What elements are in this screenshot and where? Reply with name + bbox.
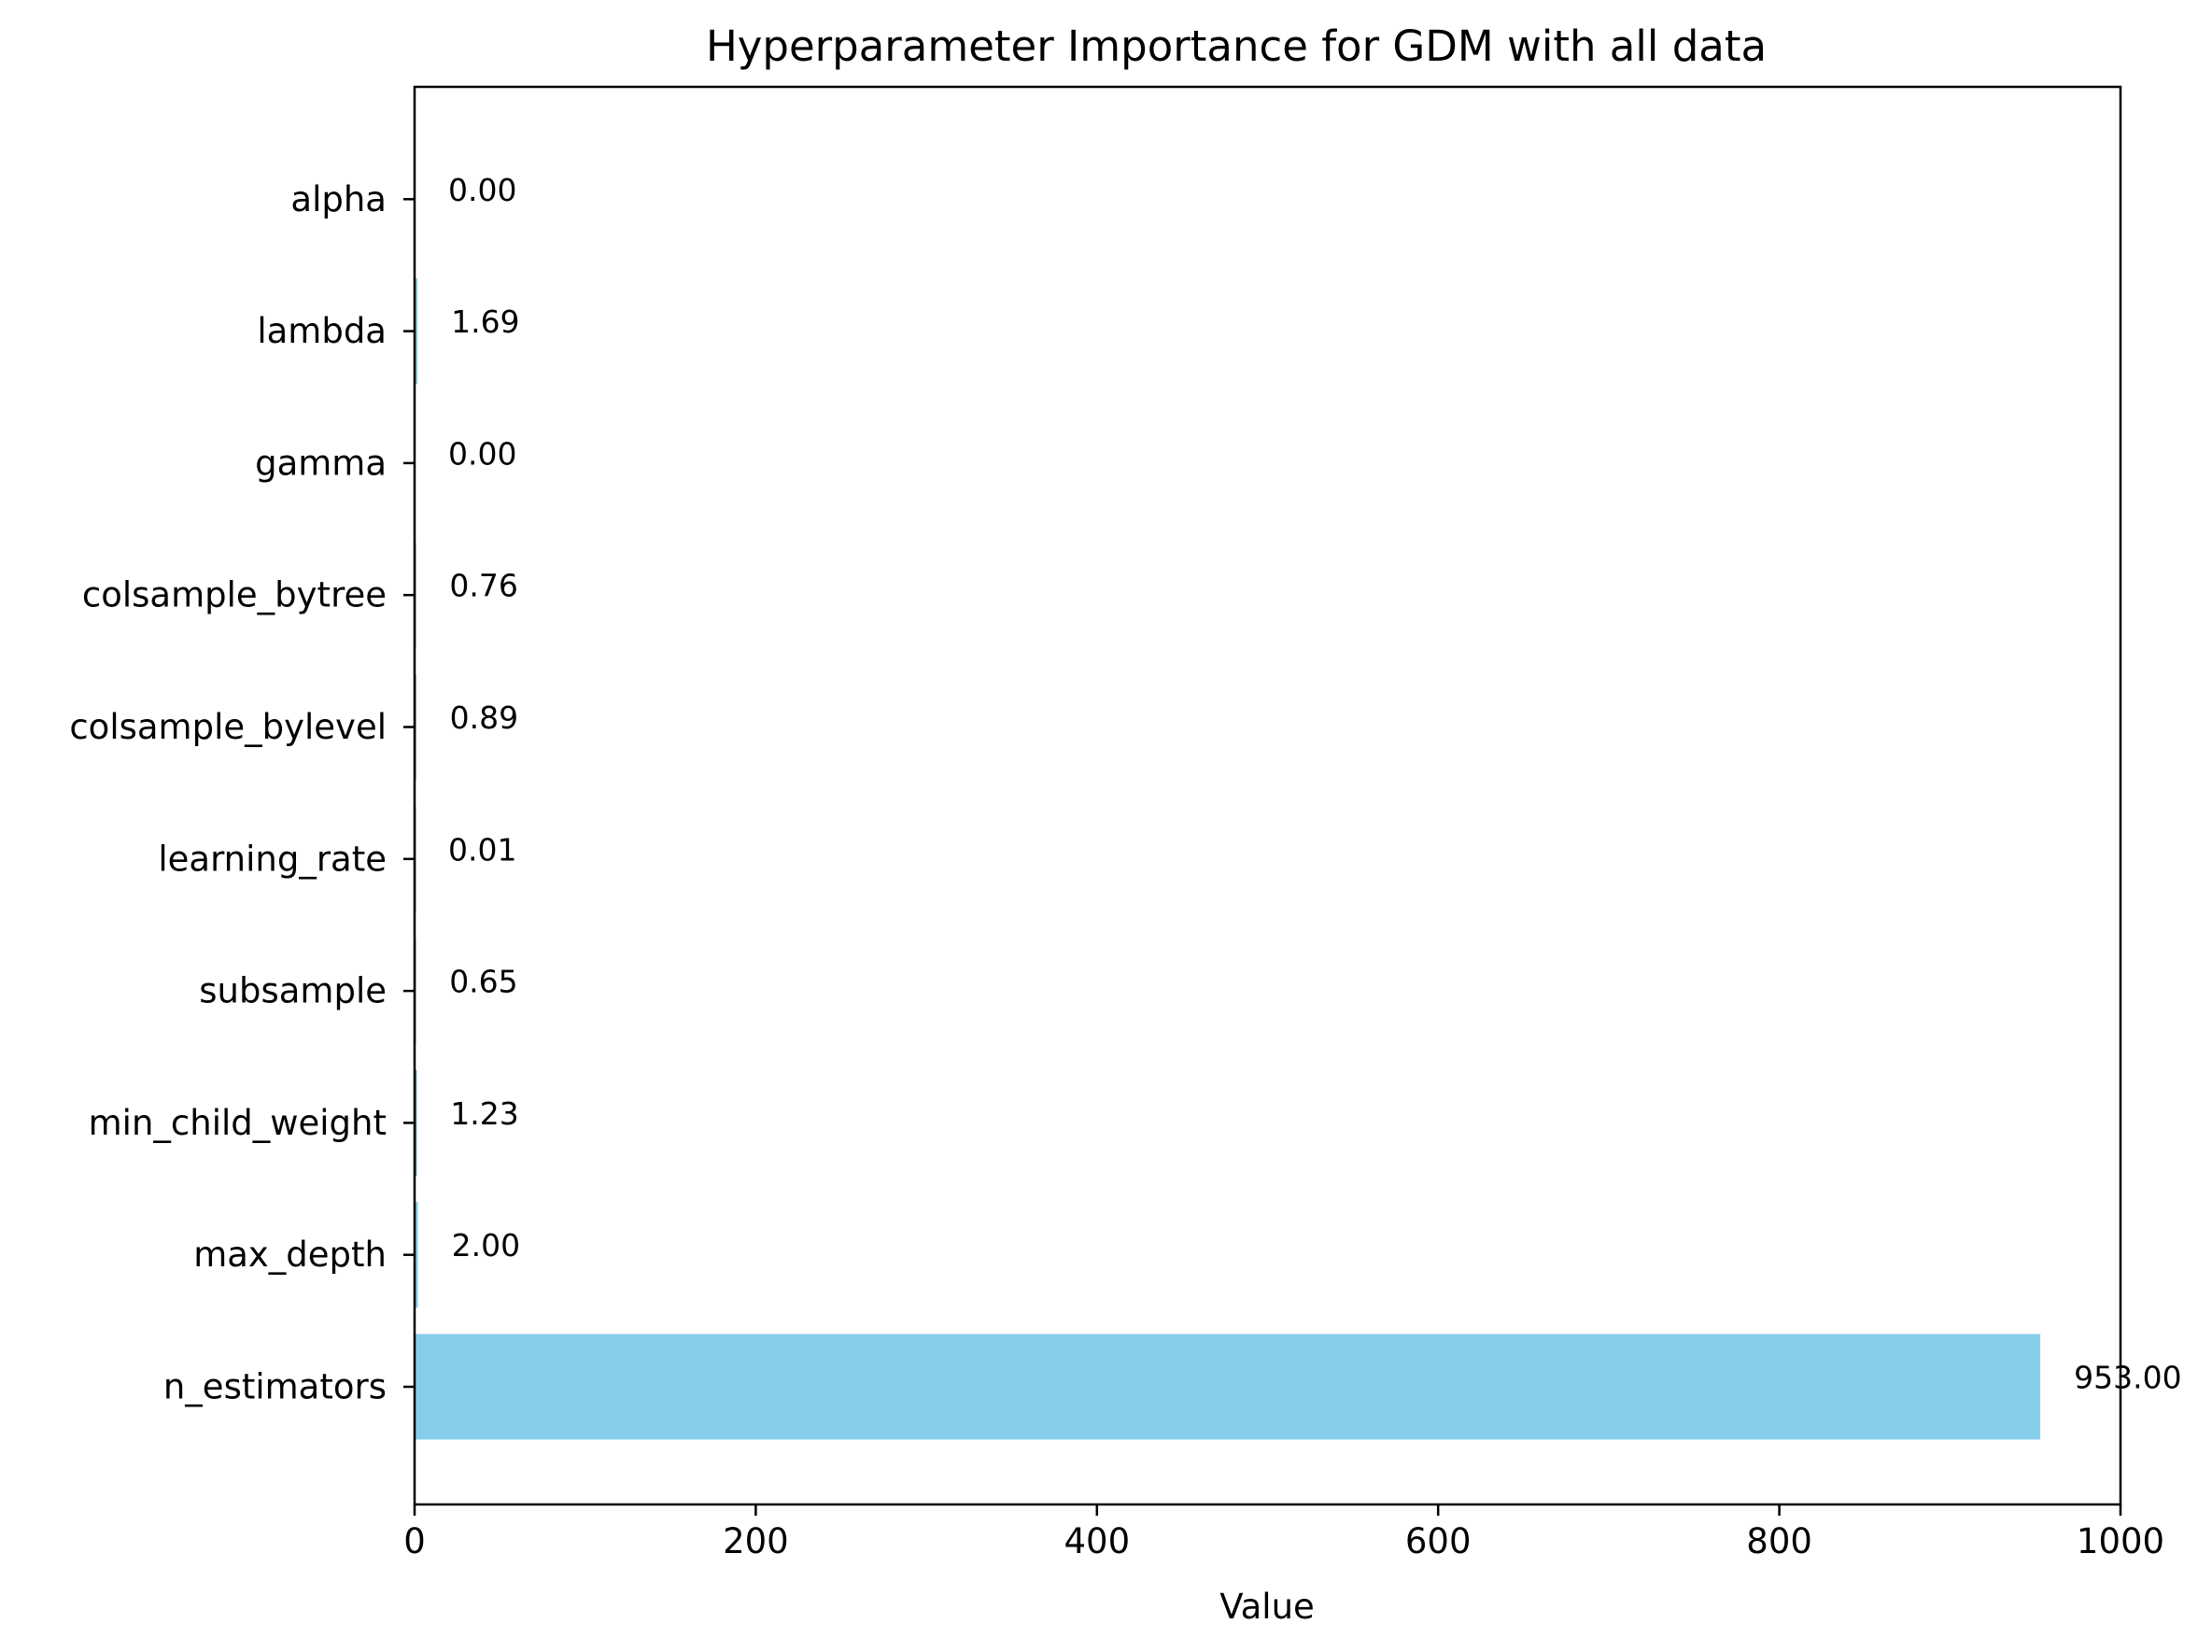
data-label-n_estimators: 953.00 bbox=[2074, 1360, 2181, 1396]
y-tick-label-min_child_weight: min_child_weight bbox=[89, 1103, 387, 1143]
bar-n_estimators bbox=[415, 1334, 2040, 1440]
y-tick-label-gamma: gamma bbox=[255, 443, 387, 483]
data-label-colsample_bylevel: 0.89 bbox=[450, 699, 518, 736]
data-label-min_child_weight: 1.23 bbox=[450, 1095, 518, 1132]
data-label-max_depth: 2.00 bbox=[452, 1227, 520, 1264]
data-label-learning_rate: 0.01 bbox=[448, 831, 516, 868]
y-tick-label-lambda: lambda bbox=[257, 311, 387, 351]
data-label-colsample_bytree: 0.76 bbox=[449, 568, 517, 604]
y-tick-label-colsample_bylevel: colsample_bylevel bbox=[69, 707, 387, 747]
x-axis-label: Value bbox=[1219, 1587, 1315, 1627]
data-label-lambda: 1.69 bbox=[451, 304, 519, 340]
x-tick-label-800: 800 bbox=[1746, 1521, 1812, 1561]
x-tick-label-600: 600 bbox=[1405, 1521, 1472, 1561]
x-tick-label-0: 0 bbox=[403, 1521, 426, 1561]
x-tick-label-1000: 1000 bbox=[2077, 1521, 2164, 1561]
y-tick-label-alpha: alpha bbox=[290, 179, 387, 219]
y-tick-label-max_depth: max_depth bbox=[193, 1235, 387, 1275]
chart-title: Hyperparameter Importance for GDM with a… bbox=[706, 21, 1767, 71]
x-tick-label-200: 200 bbox=[723, 1521, 789, 1561]
y-tick-label-subsample: subsample bbox=[199, 971, 387, 1011]
data-label-alpha: 0.00 bbox=[448, 172, 516, 208]
y-tick-label-n_estimators: n_estimators bbox=[163, 1367, 387, 1407]
y-tick-label-learning_rate: learning_rate bbox=[158, 839, 387, 879]
y-tick-label-colsample_bytree: colsample_bytree bbox=[82, 575, 387, 615]
data-label-gamma: 0.00 bbox=[448, 435, 516, 472]
data-label-subsample: 0.65 bbox=[449, 964, 517, 1000]
x-tick-label-400: 400 bbox=[1064, 1521, 1130, 1561]
